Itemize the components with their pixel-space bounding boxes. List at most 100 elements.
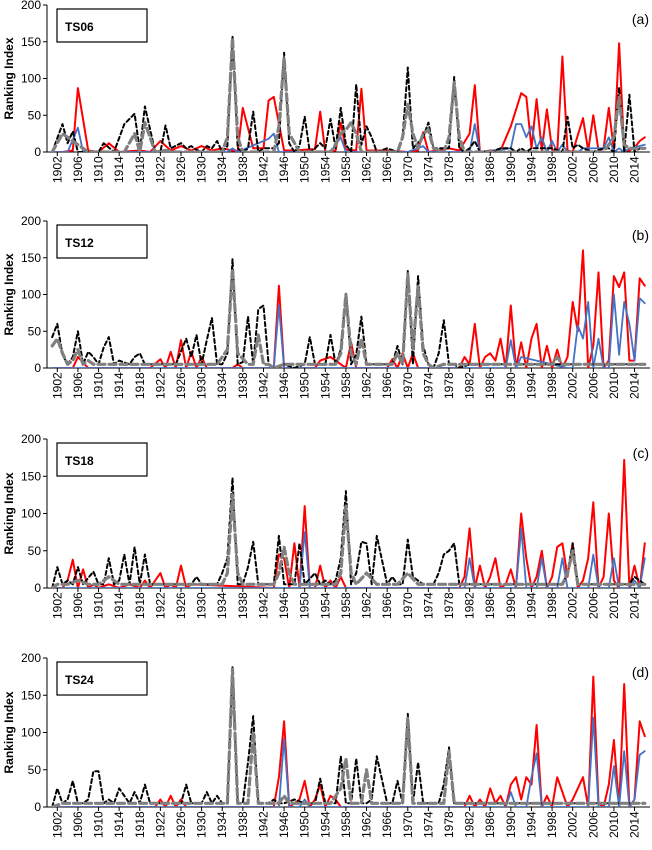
x-tick-label-ts12-1962: 1962 xyxy=(360,372,374,399)
x-tick-label-ts12-1902: 1902 xyxy=(50,372,64,399)
panel-title-box-ts24 xyxy=(56,661,148,696)
x-tick-label-ts12-2006: 2006 xyxy=(586,372,600,399)
x-tick-label-ts12-1982: 1982 xyxy=(463,372,477,399)
x-tick-label-ts24-1974: 1974 xyxy=(421,811,435,838)
x-tick-label-ts12-1954: 1954 xyxy=(318,372,332,399)
x-tick-label-ts12-1978: 1978 xyxy=(442,372,456,399)
series-line-ts18-2 xyxy=(51,527,646,588)
y-tick-label-ts24-200: 200 xyxy=(21,651,41,665)
x-tick-label-ts24-1934: 1934 xyxy=(215,811,229,838)
x-tick-label-ts18-1910: 1910 xyxy=(92,592,106,619)
x-tick-label-ts18-1978: 1978 xyxy=(442,592,456,619)
x-tick-label-ts24-1946: 1946 xyxy=(277,811,291,838)
x-tick-label-ts12-1966: 1966 xyxy=(380,372,394,399)
x-tick-label-ts06-1914: 1914 xyxy=(112,156,126,183)
x-tick-label-ts18-1990: 1990 xyxy=(504,592,518,619)
panel-letter-ts18: (c) xyxy=(633,445,649,461)
x-tick-label-ts12-1910: 1910 xyxy=(92,372,106,399)
y-tick-label-ts06-50: 50 xyxy=(28,108,42,122)
x-tick-label-ts06-1974: 1974 xyxy=(421,156,435,183)
x-tick-label-ts24-2010: 2010 xyxy=(607,811,621,838)
panel-ts24: 0 50 100 150 200 1902 1906 1910 1914 1918 1922 1926… xyxy=(2,651,650,838)
x-tick-label-ts24-1990: 1990 xyxy=(504,811,518,838)
x-tick-label-ts18-1950: 1950 xyxy=(298,592,312,619)
x-tick-label-ts24-1902: 1902 xyxy=(50,811,64,838)
x-tick-label-ts12-1970: 1970 xyxy=(401,372,415,399)
x-tick-label-ts06-1970: 1970 xyxy=(401,156,415,183)
y-tick-label-ts06-150: 150 xyxy=(21,35,41,49)
y-tick-label-ts24-0: 0 xyxy=(34,800,41,814)
panel-letter-ts06: (a) xyxy=(632,11,649,27)
y-tick-label-ts12-50: 50 xyxy=(28,324,42,338)
y-tick-label-ts18-150: 150 xyxy=(21,469,41,483)
y-tick-label-ts24-150: 150 xyxy=(21,688,41,702)
x-tick-label-ts18-1998: 1998 xyxy=(545,592,559,619)
y-tick-label-ts12-100: 100 xyxy=(21,288,41,302)
x-tick-label-ts06-1986: 1986 xyxy=(483,156,497,183)
series-line-ts12-4 xyxy=(50,267,647,368)
x-tick-label-ts12-1950: 1950 xyxy=(298,372,312,399)
x-tick-label-ts12-1994: 1994 xyxy=(524,372,538,399)
x-tick-label-ts12-1986: 1986 xyxy=(483,372,497,399)
x-tick-label-ts12-1938: 1938 xyxy=(236,372,250,399)
panel-title-ts18: TS18 xyxy=(65,454,94,468)
x-tick-label-ts12-2010: 2010 xyxy=(607,372,621,399)
y-tick-label-ts06-0: 0 xyxy=(34,145,41,159)
panel-title-box-ts18 xyxy=(56,442,148,477)
x-tick-label-ts06-1918: 1918 xyxy=(133,156,147,183)
series-line-ts12-1 xyxy=(51,249,646,368)
x-tick-label-ts06-1930: 1930 xyxy=(195,156,209,183)
panel-ts18: 0 50 100 150 200 1902 1906 1910 1914 1918 1922 1926… xyxy=(2,432,650,619)
panel-title-box-ts12 xyxy=(56,224,148,259)
x-tick-label-ts06-1958: 1958 xyxy=(339,156,353,183)
x-tick-label-ts06-1922: 1922 xyxy=(153,156,167,183)
series-line-ts24-2 xyxy=(51,716,646,807)
x-tick-label-ts06-1998: 1998 xyxy=(545,156,559,183)
x-tick-label-ts12-1934: 1934 xyxy=(215,372,229,399)
x-tick-label-ts18-1946: 1946 xyxy=(277,592,291,619)
x-tick-label-ts06-1978: 1978 xyxy=(442,156,456,183)
x-tick-label-ts12-1906: 1906 xyxy=(71,372,85,399)
panel-letter-ts12: (b) xyxy=(632,227,649,243)
series-line-ts06-4 xyxy=(50,36,647,152)
x-tick-label-ts18-1958: 1958 xyxy=(339,592,353,619)
x-tick-label-ts18-2010: 2010 xyxy=(607,592,621,619)
x-tick-label-ts24-1930: 1930 xyxy=(195,811,209,838)
series-line-ts24-1 xyxy=(51,675,646,807)
x-tick-label-ts18-1902: 1902 xyxy=(50,592,64,619)
series-line-ts12-2 xyxy=(51,293,646,368)
x-tick-label-ts06-1950: 1950 xyxy=(298,156,312,183)
x-tick-label-ts18-1918: 1918 xyxy=(133,592,147,619)
x-tick-label-ts18-2006: 2006 xyxy=(586,592,600,619)
x-tick-label-ts24-1994: 1994 xyxy=(524,811,538,838)
x-tick-label-ts18-1926: 1926 xyxy=(174,592,188,619)
x-tick-label-ts24-1982: 1982 xyxy=(463,811,477,838)
series-line-ts06-3 xyxy=(51,34,646,152)
x-tick-label-ts06-2014: 2014 xyxy=(628,156,642,183)
x-tick-label-ts12-2014: 2014 xyxy=(628,372,642,399)
x-tick-label-ts06-1966: 1966 xyxy=(380,156,394,183)
x-tick-label-ts12-1974: 1974 xyxy=(421,372,435,399)
x-tick-label-ts24-1950: 1950 xyxy=(298,811,312,838)
panel-title-ts12: TS12 xyxy=(65,236,94,250)
x-tick-label-ts06-1926: 1926 xyxy=(174,156,188,183)
x-tick-label-ts06-1990: 1990 xyxy=(504,156,518,183)
x-tick-label-ts24-1970: 1970 xyxy=(401,811,415,838)
panel-title-ts06: TS06 xyxy=(65,20,94,34)
x-tick-label-ts06-1902: 1902 xyxy=(50,156,64,183)
panel-ts12: 0 50 100 150 200 1902 1906 1910 1914 1918 1922 1926… xyxy=(2,214,650,399)
series-line-ts18-4 xyxy=(50,493,647,588)
x-tick-label-ts24-1978: 1978 xyxy=(442,811,456,838)
x-tick-label-ts06-1954: 1954 xyxy=(318,156,332,183)
x-tick-label-ts24-1942: 1942 xyxy=(256,811,270,838)
x-tick-label-ts18-1938: 1938 xyxy=(236,592,250,619)
x-tick-label-ts24-1958: 1958 xyxy=(339,811,353,838)
y-axis-label-ts12: Ranking Index xyxy=(2,253,16,335)
panel-title-box-ts06 xyxy=(56,8,148,43)
y-tick-label-ts24-50: 50 xyxy=(28,763,42,777)
x-tick-label-ts06-1934: 1934 xyxy=(215,156,229,183)
panel-title-ts24: TS24 xyxy=(65,673,94,687)
x-tick-label-ts06-2006: 2006 xyxy=(586,156,600,183)
x-tick-label-ts12-1998: 1998 xyxy=(545,372,559,399)
